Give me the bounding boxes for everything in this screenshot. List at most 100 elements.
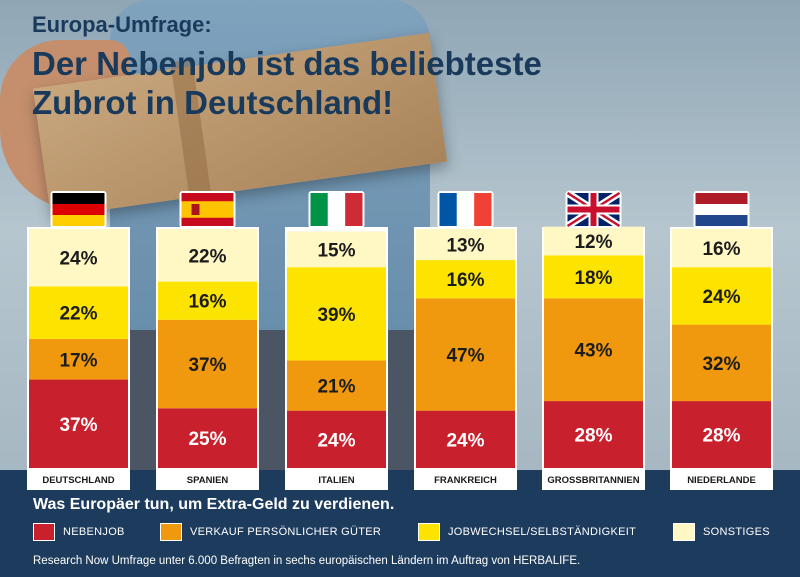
germany-flag-icon [50, 191, 107, 228]
legend-swatch [418, 523, 440, 541]
data-label: 16% [446, 270, 484, 291]
kicker-title: Europa-Umfrage: [32, 12, 212, 37]
bar-segment [544, 298, 643, 402]
source-note: Research Now Umfrage unter 6.000 Befragt… [33, 555, 581, 567]
flag-stripe [52, 204, 105, 215]
flag-stripe [52, 193, 105, 204]
bar-group-niederlande: 28% 32% 24% 16% NIEDERLANDE [670, 191, 773, 490]
bar-segment [544, 226, 643, 256]
data-label: 16% [702, 239, 740, 260]
title-line-1: Der Nebenjob ist das beliebteste [32, 45, 542, 82]
data-label: 25% [188, 429, 226, 450]
legend-swatch [33, 523, 55, 541]
flag-stripe [52, 215, 105, 226]
flag-stripe [695, 193, 748, 204]
data-label: 18% [574, 268, 612, 289]
bar-segment [29, 229, 128, 287]
bar-segment [287, 267, 386, 361]
data-label: 12% [574, 232, 612, 253]
category-label: DEUTSCHLAND [42, 475, 114, 486]
bar-group-frankreich: 24% 47% 16% 13% FRANKREICH [414, 191, 517, 490]
legend-swatch [160, 523, 182, 541]
bar-segment [287, 360, 386, 411]
bar-segment [287, 231, 386, 268]
bar-segment [416, 229, 515, 261]
flag-stripe [327, 193, 346, 226]
data-label: 24% [446, 430, 484, 451]
bar-group-deutschland: 37% 17% 22% 24% DEUTSCHLAND [27, 191, 130, 490]
flag-emblem [191, 204, 200, 215]
bar-segment [158, 408, 257, 468]
uk-flag-icon [565, 190, 622, 229]
category-label: GROSSBRITANNIEN [547, 475, 639, 486]
bar-segment [158, 281, 257, 320]
flag-stripe [439, 193, 457, 226]
data-label: 28% [574, 426, 612, 447]
legend-item-jobwechsel: JOBWECHSEL/SELBSTÄNDIGKEIT [418, 522, 636, 542]
category-label: NIEDERLANDE [687, 475, 756, 486]
legend-label: JOBWECHSEL/SELBSTÄNDIGKEIT [448, 526, 637, 538]
flag-cross-red [567, 193, 620, 226]
bar-group-italien: 24% 21% 39% 15% ITALIEN [285, 191, 388, 490]
data-label: 32% [702, 354, 740, 375]
flag-stripe [181, 201, 234, 218]
bar-segment [544, 255, 643, 299]
bar-segment [158, 319, 257, 409]
legend-label: NEBENJOB [63, 526, 125, 538]
bar-group-grossbritannien: 28% 43% 18% 12% GROSSBRITANNIEN [542, 190, 645, 490]
data-label: 17% [59, 350, 97, 371]
flag-stripe [695, 204, 748, 215]
flag-stripe [310, 193, 328, 226]
data-label: 16% [188, 292, 226, 313]
legend-item-verkauf: VERKAUF PERSÖNLICHER GÜTER [160, 522, 381, 542]
data-label: 13% [446, 236, 484, 257]
legend-label: VERKAUF PERSÖNLICHER GÜTER [190, 526, 382, 538]
category-label: SPANIEN [187, 475, 229, 486]
bar-segment [544, 401, 643, 468]
flag-stripe [474, 193, 492, 226]
data-label: 21% [317, 377, 355, 398]
italy-flag-icon [308, 191, 365, 228]
netherlands-flag-icon [693, 191, 750, 228]
chart-subtitle: Was Europäer tun, um Extra-Geld zu verdi… [33, 496, 395, 513]
bar-segment [416, 298, 515, 411]
bar-segment [29, 379, 128, 468]
data-label: 15% [317, 240, 355, 261]
data-label: 37% [188, 355, 226, 376]
data-label: 39% [317, 305, 355, 326]
footer-band [0, 470, 800, 577]
data-label: 28% [702, 426, 740, 447]
flag-stripe [695, 215, 748, 226]
bar-segment [416, 260, 515, 299]
spain-flag-icon [179, 191, 236, 228]
legend-item-nebenjob: NEBENJOB [33, 522, 125, 542]
france-flag-icon [437, 191, 494, 228]
data-label: 43% [574, 341, 612, 362]
bar-segment [672, 267, 771, 325]
data-label: 37% [59, 415, 97, 436]
bar-segment [287, 410, 386, 468]
bar-segment [29, 286, 128, 339]
category-label: FRANKREICH [434, 475, 497, 486]
bar-segment [158, 229, 257, 282]
bar-segment [672, 229, 771, 268]
flag-stripe [345, 193, 363, 226]
bar-segment [29, 338, 128, 380]
bar-group-spanien: 25% 37% 16% 22% SPANIEN [156, 191, 259, 490]
legend-swatch [673, 523, 695, 541]
bar-segment [416, 410, 515, 468]
data-label: 47% [446, 345, 484, 366]
legend-label: SONSTIGES [703, 526, 770, 538]
bar-segment [672, 401, 771, 468]
bar-segment [672, 324, 771, 402]
category-label: ITALIEN [318, 475, 354, 486]
data-label: 22% [188, 246, 226, 267]
data-label: 24% [317, 430, 355, 451]
data-label: 22% [59, 304, 97, 325]
legend-item-sonstiges: SONSTIGES [673, 522, 770, 542]
page-title: Der Nebenjob ist das beliebteste Zubrot … [32, 44, 752, 122]
flag-stripe [456, 193, 475, 226]
data-label: 24% [59, 249, 97, 270]
